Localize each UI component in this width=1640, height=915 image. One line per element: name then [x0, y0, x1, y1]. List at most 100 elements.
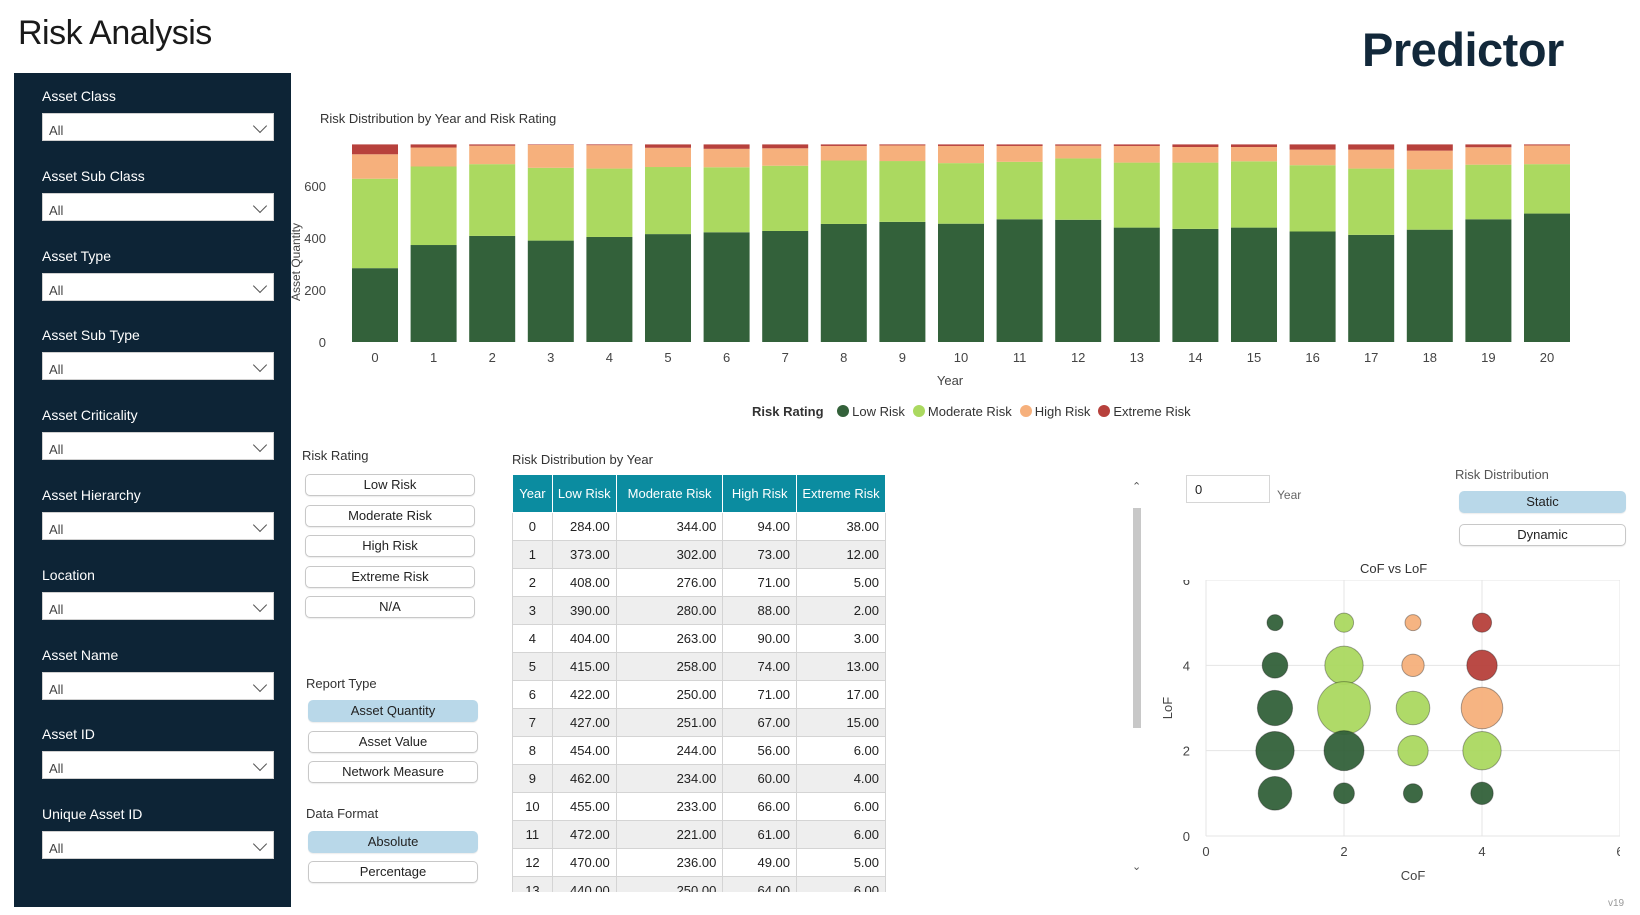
option-high-risk-button[interactable]: High Risk: [305, 535, 475, 557]
option-network-measure-button[interactable]: Network Measure: [308, 761, 478, 783]
bubble-extreme[interactable]: [1466, 649, 1498, 682]
bar-high-risk[interactable]: [879, 145, 926, 162]
bar-low-risk[interactable]: [1406, 229, 1453, 342]
legend-item-extreme-risk[interactable]: Extreme Risk: [1098, 404, 1191, 419]
bubble-high[interactable]: [1404, 614, 1422, 632]
bar-extreme-risk[interactable]: [410, 144, 457, 148]
bar-low-risk[interactable]: [469, 235, 516, 342]
filter-dropdown-asset-sub-class[interactable]: All: [42, 192, 274, 221]
bar-low-risk[interactable]: [352, 268, 398, 342]
bubble-moderate[interactable]: [1462, 730, 1502, 771]
bubble-moderate[interactable]: [1397, 734, 1429, 767]
bar-moderate-risk[interactable]: [703, 167, 750, 233]
bar-moderate-risk[interactable]: [879, 161, 926, 222]
scroll-up-icon[interactable]: ⌃: [1132, 481, 1142, 493]
bar-moderate-risk[interactable]: [1055, 158, 1102, 220]
bar-high-risk[interactable]: [586, 145, 633, 169]
year-input[interactable]: [1186, 475, 1270, 503]
bar-extreme-risk[interactable]: [1348, 144, 1395, 150]
bubble-low[interactable]: [1333, 782, 1355, 805]
bar-low-risk[interactable]: [1231, 227, 1277, 342]
bar-high-risk[interactable]: [820, 145, 867, 161]
bubble-high[interactable]: [1401, 653, 1425, 678]
bar-moderate-risk[interactable]: [938, 163, 984, 224]
filter-dropdown-unique-asset-id[interactable]: All: [42, 831, 274, 860]
bar-extreme-risk[interactable]: [352, 144, 398, 155]
bar-low-risk[interactable]: [586, 236, 633, 342]
bar-moderate-risk[interactable]: [1172, 162, 1219, 229]
bar-low-risk[interactable]: [410, 245, 457, 342]
bar-extreme-risk[interactable]: [938, 144, 984, 146]
bar-extreme-risk[interactable]: [1465, 144, 1512, 148]
bar-high-risk[interactable]: [469, 145, 516, 165]
bubble-low[interactable]: [1255, 730, 1295, 771]
option-low-risk-button[interactable]: Low Risk: [305, 474, 475, 496]
bar-high-risk[interactable]: [1465, 147, 1512, 165]
bar-low-risk[interactable]: [703, 232, 750, 342]
bar-high-risk[interactable]: [352, 154, 398, 179]
legend-item-moderate-risk[interactable]: Moderate Risk: [912, 404, 1012, 419]
option-asset-value-button[interactable]: Asset Value: [308, 730, 478, 753]
bar-low-risk[interactable]: [1465, 219, 1512, 342]
bar-low-risk[interactable]: [938, 223, 984, 342]
option-absolute-button[interactable]: Absolute: [308, 831, 478, 853]
bar-extreme-risk[interactable]: [527, 144, 574, 145]
filter-dropdown-location[interactable]: All: [42, 591, 274, 620]
bar-extreme-risk[interactable]: [586, 144, 633, 146]
bar-moderate-risk[interactable]: [527, 167, 574, 241]
bubble-low[interactable]: [1257, 776, 1293, 811]
column-header[interactable]: Extreme Risk: [796, 474, 886, 513]
filter-dropdown-asset-type[interactable]: All: [42, 272, 274, 301]
option-extreme-risk-button[interactable]: Extreme Risk: [305, 565, 475, 588]
bar-moderate-risk[interactable]: [820, 160, 867, 224]
bubble-low[interactable]: [1470, 781, 1494, 806]
bar-high-risk[interactable]: [645, 147, 691, 168]
bar-extreme-risk[interactable]: [762, 144, 809, 149]
bar-moderate-risk[interactable]: [1406, 169, 1453, 230]
bar-low-risk[interactable]: [645, 234, 691, 342]
option-percentage-button[interactable]: Percentage: [308, 861, 478, 883]
bar-moderate-risk[interactable]: [410, 166, 457, 246]
bar-high-risk[interactable]: [703, 148, 750, 168]
bar-low-risk[interactable]: [1348, 234, 1395, 342]
bubble-moderate[interactable]: [1333, 612, 1355, 633]
bubble-moderate[interactable]: [1324, 645, 1364, 686]
bubble-extreme[interactable]: [1471, 612, 1493, 633]
bar-extreme-risk[interactable]: [1113, 144, 1160, 146]
bar-extreme-risk[interactable]: [1524, 144, 1570, 146]
bar-extreme-risk[interactable]: [820, 144, 867, 146]
legend-item-high-risk[interactable]: High Risk: [1019, 404, 1090, 419]
bubble-moderate[interactable]: [1317, 681, 1371, 735]
bar-moderate-risk[interactable]: [1524, 164, 1570, 214]
bar-low-risk[interactable]: [879, 221, 926, 342]
bar-extreme-risk[interactable]: [1055, 144, 1102, 146]
column-header[interactable]: Year: [512, 474, 553, 513]
bar-high-risk[interactable]: [1113, 145, 1160, 163]
bar-low-risk[interactable]: [1524, 213, 1570, 342]
filter-dropdown-asset-hierarchy[interactable]: All: [42, 512, 274, 540]
bar-high-risk[interactable]: [1348, 149, 1395, 169]
bar-low-risk[interactable]: [527, 240, 574, 342]
column-header[interactable]: Low Risk: [551, 474, 617, 513]
bar-moderate-risk[interactable]: [1113, 162, 1160, 228]
bubble-low[interactable]: [1402, 783, 1424, 804]
bar-low-risk[interactable]: [820, 223, 867, 342]
option-dynamic-button[interactable]: Dynamic: [1459, 524, 1626, 546]
bar-low-risk[interactable]: [1055, 219, 1102, 342]
option-asset-quantity-button[interactable]: Asset Quantity: [308, 700, 478, 722]
bar-extreme-risk[interactable]: [1406, 144, 1453, 151]
filter-dropdown-asset-id[interactable]: All: [42, 751, 274, 780]
bar-extreme-risk[interactable]: [703, 144, 750, 149]
bubble-low[interactable]: [1323, 730, 1365, 772]
bar-extreme-risk[interactable]: [469, 144, 516, 146]
bar-high-risk[interactable]: [1524, 145, 1570, 165]
bar-moderate-risk[interactable]: [1289, 165, 1336, 232]
bubble-low[interactable]: [1261, 652, 1289, 679]
option-moderate-risk-button[interactable]: Moderate Risk: [305, 504, 475, 527]
filter-dropdown-asset-sub-type[interactable]: All: [42, 352, 274, 381]
bubble-moderate[interactable]: [1395, 690, 1431, 726]
column-header[interactable]: High Risk: [722, 474, 798, 513]
bar-moderate-risk[interactable]: [1348, 168, 1395, 235]
option-n-a-button[interactable]: N/A: [305, 596, 475, 618]
filter-dropdown-asset-name[interactable]: All: [42, 671, 274, 700]
